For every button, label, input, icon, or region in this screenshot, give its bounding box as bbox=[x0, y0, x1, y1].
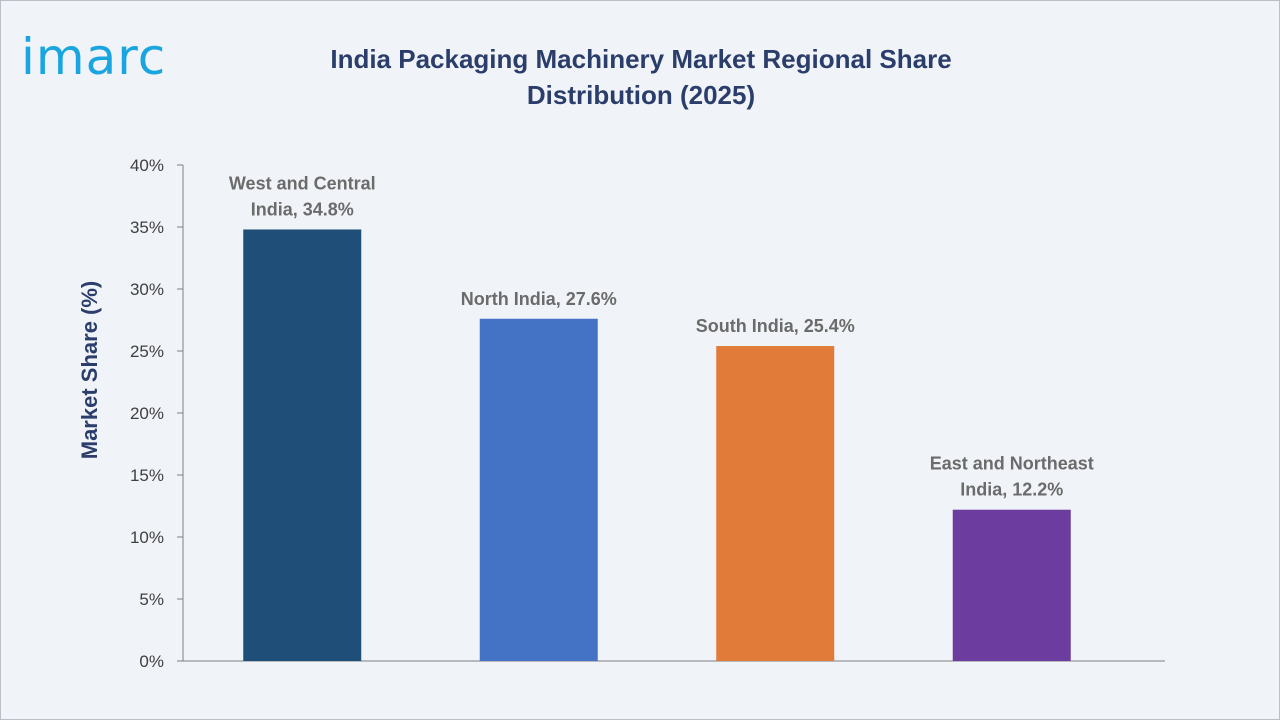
y-tick-label: 5% bbox=[139, 590, 164, 609]
y-tick-label: 35% bbox=[130, 218, 164, 237]
imarc-logo: imarc bbox=[21, 28, 167, 86]
chart-title: India Packaging Machinery Market Regiona… bbox=[330, 44, 952, 110]
y-tick-label: 40% bbox=[130, 156, 164, 175]
y-tick-label: 20% bbox=[130, 404, 164, 423]
data-label: North India, 27.6% bbox=[461, 289, 617, 309]
y-tick-label: 30% bbox=[130, 280, 164, 299]
y-axis-title: Market Share (%) bbox=[77, 281, 102, 460]
y-tick-label: 10% bbox=[130, 528, 164, 547]
bar bbox=[952, 509, 1071, 661]
bar bbox=[479, 318, 598, 661]
y-tick-label: 15% bbox=[130, 466, 164, 485]
data-label: South India, 25.4% bbox=[696, 316, 855, 336]
data-label: East and Northeast bbox=[930, 454, 1094, 474]
bar bbox=[243, 229, 362, 662]
y-tick-label: 25% bbox=[130, 342, 164, 361]
bar bbox=[716, 346, 835, 661]
y-tick-label: 0% bbox=[139, 652, 164, 671]
data-label: West and Central bbox=[229, 173, 376, 193]
data-label: India, 12.2% bbox=[960, 480, 1063, 500]
data-label: India, 34.8% bbox=[251, 199, 354, 219]
